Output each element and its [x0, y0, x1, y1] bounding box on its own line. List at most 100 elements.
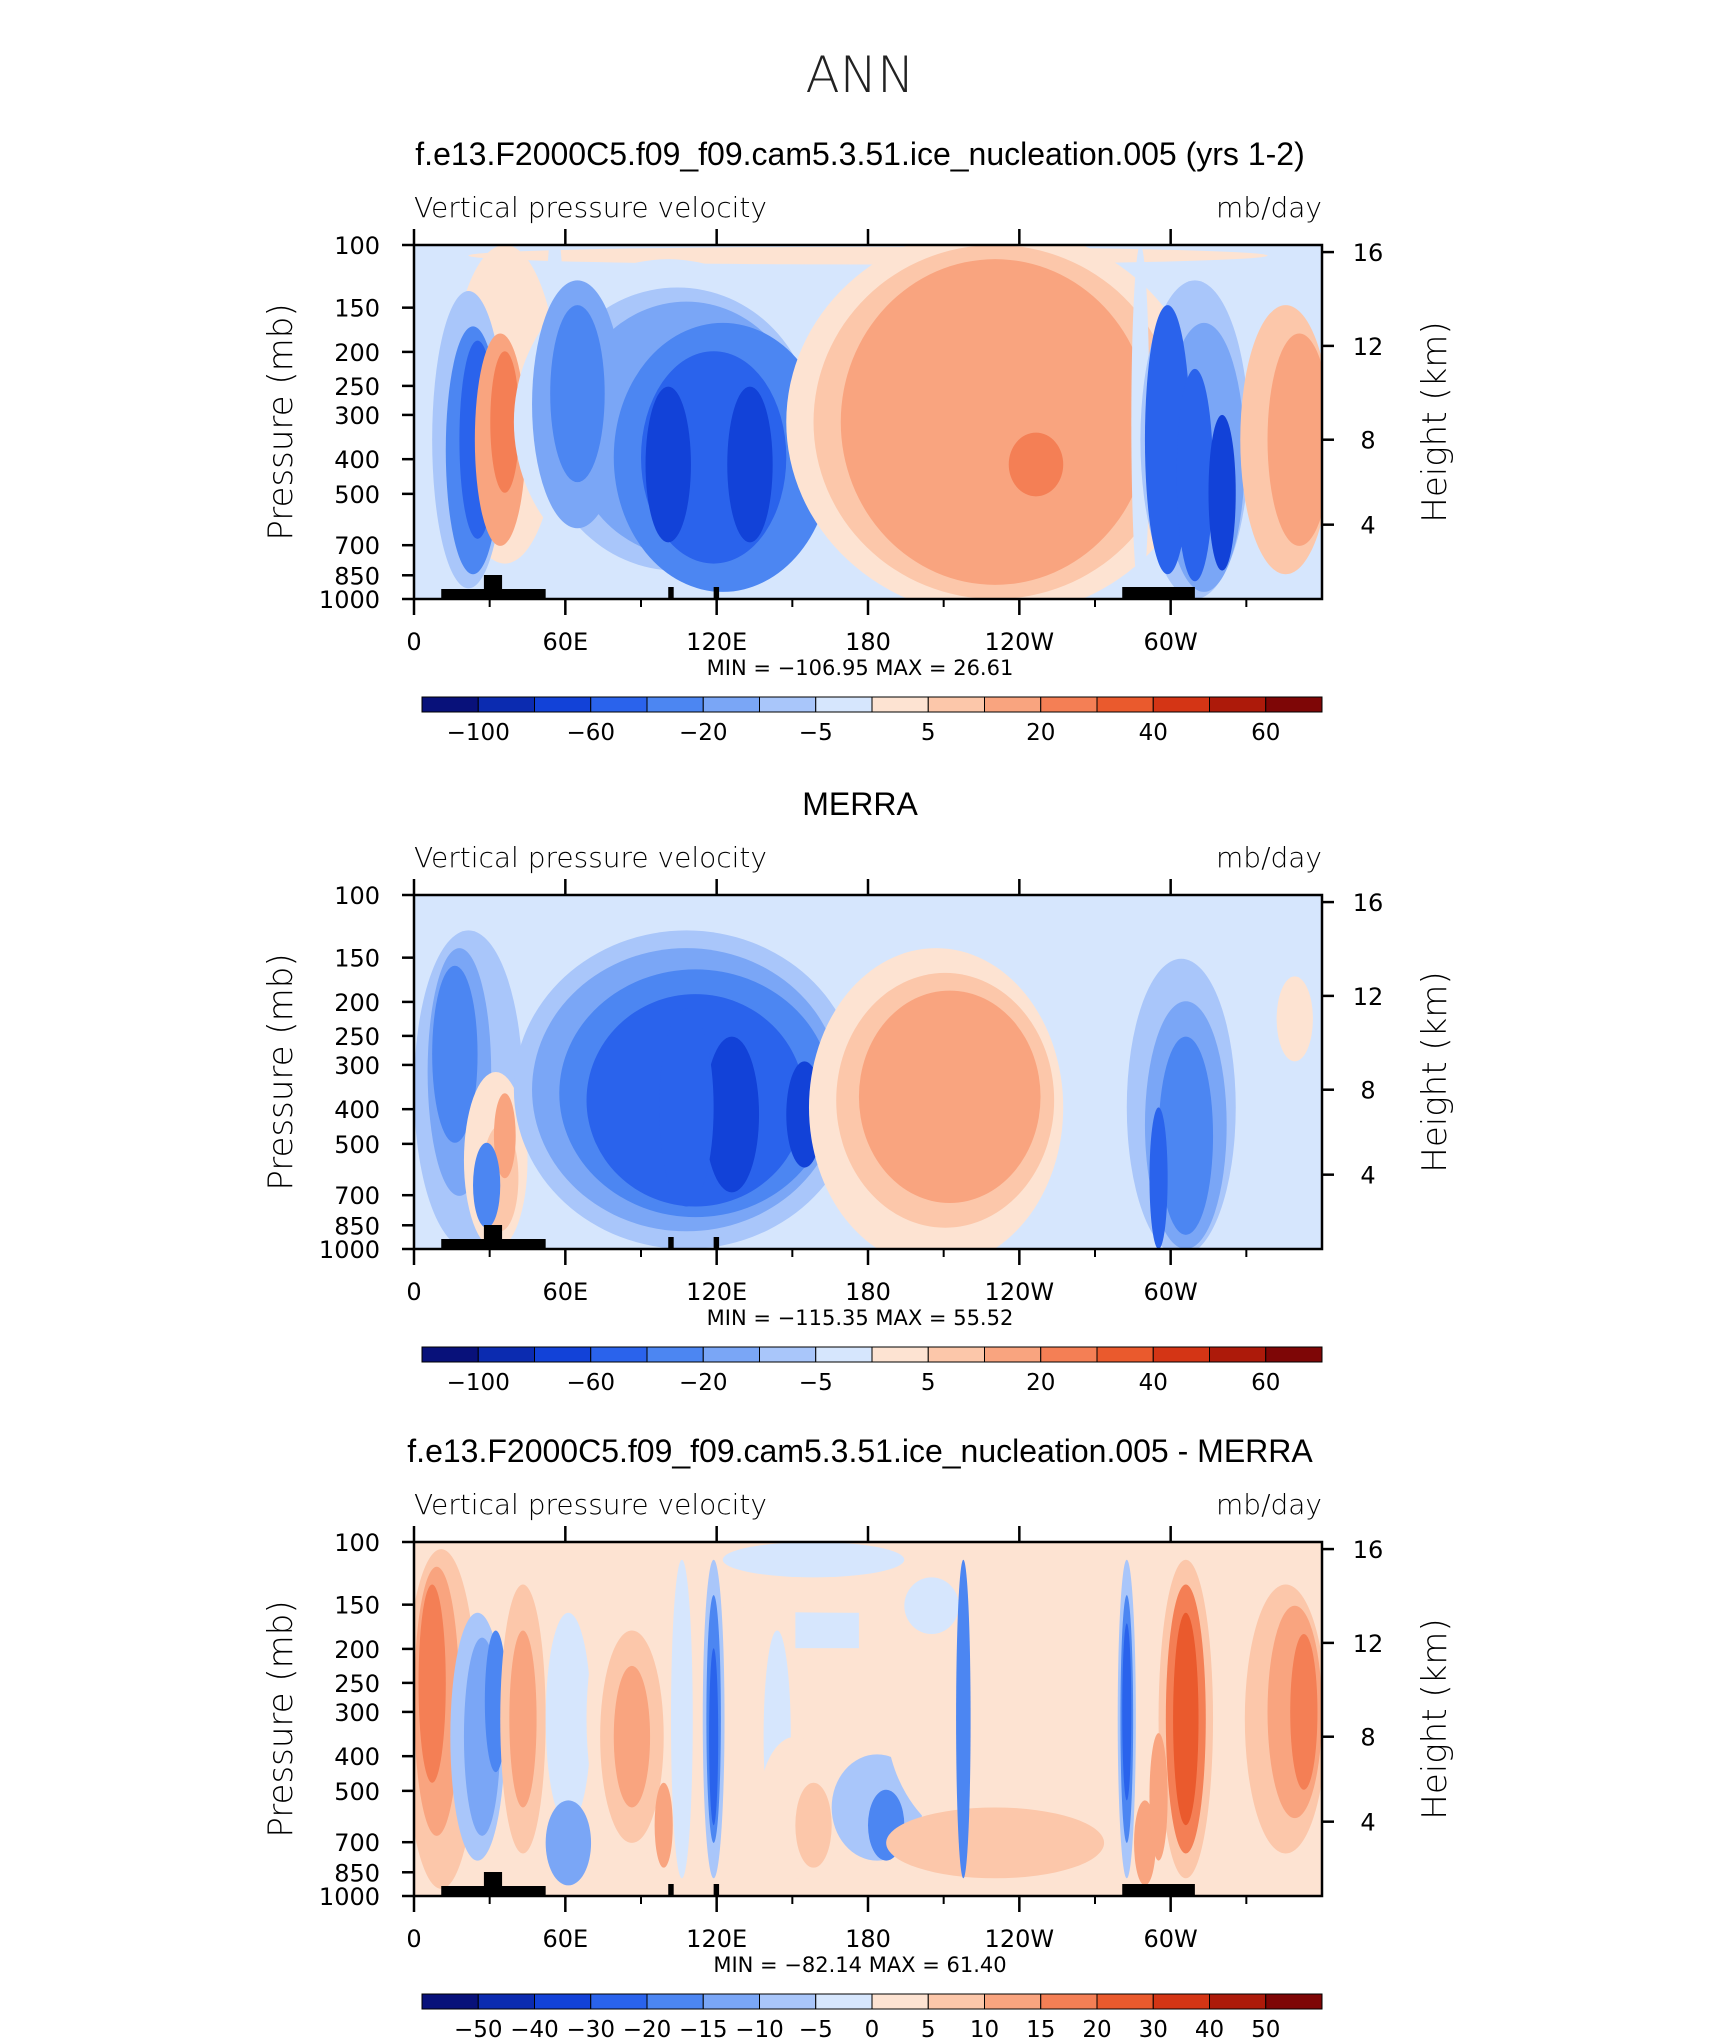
x-tick-label: 0: [406, 628, 421, 656]
y-axis-label: Pressure (mb): [261, 953, 301, 1190]
colorbar-swatch: [646, 696, 704, 713]
colorbar-swatch: [871, 696, 929, 713]
variable-label: Vertical pressure velocity: [414, 191, 767, 224]
colorbar: −50 −40 −30 −20 −15 −10 −5 0 5 10 15 20 30 40 50: [421, 1993, 1323, 2038]
y-tick-label: 500: [334, 1131, 380, 1159]
colorbar-label: 60: [1251, 720, 1280, 746]
colorbar-swatch: [984, 696, 1042, 713]
y-tick-label: 1000: [319, 586, 380, 614]
colorbar-label: −100: [447, 720, 510, 746]
x-tick-label: 60W: [1144, 1925, 1198, 1953]
y2-tick-label: 4: [1360, 1809, 1375, 1837]
contour-region-23: [1158, 1036, 1214, 1235]
x-tick-label: 120E: [686, 1925, 747, 1953]
colorbar-swatch: [1209, 1993, 1267, 2010]
colorbar-label: 10: [970, 2017, 999, 2038]
colorbar-label: 15: [1026, 2017, 1055, 2038]
y-tick-label: 200: [334, 1636, 380, 1664]
contour-region-12: [545, 1800, 592, 1886]
y-tick-label: 250: [334, 373, 380, 401]
contour-region-19: [858, 990, 1041, 1203]
x-tick-label: 60E: [542, 1278, 588, 1306]
y2-tick-label: 8: [1360, 1724, 1375, 1752]
topography-south-america: [1122, 1884, 1195, 1896]
colorbar-swatch: [927, 1346, 985, 1363]
contour-region-5: [432, 965, 478, 1143]
y2-axis-label: Height (km): [1415, 971, 1455, 1172]
contour-region-24: [1149, 1107, 1168, 1249]
colorbar-swatch: [590, 1346, 648, 1363]
colorbar-swatch: [815, 1993, 873, 2010]
colorbar-label: −5: [799, 1370, 833, 1396]
y2-tick-label: 16: [1353, 239, 1384, 267]
colorbar-swatch: [759, 696, 817, 713]
contour-region-17: [645, 386, 691, 543]
colorbar-label: 5: [921, 1370, 936, 1396]
colorbar-swatch: [590, 696, 648, 713]
y-tick-label: 150: [334, 295, 380, 323]
colorbar-swatch: [927, 1993, 985, 2010]
min-max-stats: MIN = −115.35 MAX = 55.52: [707, 1306, 1014, 1330]
contour-field: [414, 895, 1322, 1249]
colorbar-swatch: [927, 696, 985, 713]
contour-region-2: [722, 1542, 905, 1578]
colorbar-label: −60: [566, 720, 615, 746]
colorbar-swatch: [477, 1993, 535, 2010]
colorbar-label: 20: [1026, 720, 1055, 746]
y-tick-label: 300: [334, 1699, 380, 1727]
contour-region-5: [418, 1584, 446, 1783]
colorbar-swatch: [1152, 696, 1210, 713]
colorbar-swatch: [815, 696, 873, 713]
y2-tick-label: 8: [1360, 1077, 1375, 1105]
y-tick-label: 500: [334, 1778, 380, 1806]
panel-1: f.e13.F2000C5.f09_f09.cam5.3.51.ice_nucl…: [261, 136, 1455, 746]
colorbar-swatch: [702, 1346, 760, 1363]
y-tick-label: 400: [334, 1743, 380, 1771]
colorbar-label: 20: [1026, 1370, 1055, 1396]
colorbar-swatch: [1209, 696, 1267, 713]
colorbar-swatch: [1096, 1346, 1154, 1363]
topography-island-2: [713, 1237, 720, 1249]
x-tick-label: 60E: [542, 628, 588, 656]
contour-region-41: [1290, 1634, 1318, 1790]
colorbar-label: 40: [1195, 2017, 1224, 2038]
y2-tick-label: 16: [1353, 889, 1384, 917]
y2-tick-label: 16: [1353, 1536, 1384, 1564]
panel-title: f.e13.F2000C5.f09_f09.cam5.3.51.ice_nucl…: [407, 1433, 1313, 1469]
y-tick-label: 100: [334, 232, 380, 260]
y-tick-label: 250: [334, 1023, 380, 1051]
main-title: ANN: [805, 46, 914, 104]
colorbar: −100 −60 −20 −5 5 20 40 60: [421, 1346, 1323, 1396]
x-tick-label: 120W: [985, 1925, 1055, 1953]
units-label: mb/day: [1216, 191, 1322, 224]
contour-field: [414, 1542, 1322, 1896]
colorbar-swatch: [646, 1993, 704, 2010]
colorbar-swatch: [1040, 1993, 1098, 2010]
colorbar-swatch: [984, 1346, 1042, 1363]
colorbar-swatch: [702, 1993, 760, 2010]
y-tick-label: 850: [334, 1212, 380, 1240]
contour-region-30: [1267, 333, 1322, 546]
colorbar-swatch: [1040, 1346, 1098, 1363]
contour-region-17: [654, 1782, 673, 1868]
colorbar-swatch: [1265, 1346, 1323, 1363]
x-tick-label: 60E: [542, 1925, 588, 1953]
colorbar-swatch: [534, 1346, 592, 1363]
colorbar-label: −50: [454, 2017, 503, 2038]
contour-region-9: [473, 1142, 501, 1228]
contour-region-9: [490, 351, 520, 493]
colorbar-swatch: [871, 1346, 929, 1363]
colorbar-label: −40: [510, 2017, 559, 2038]
contour-region-16: [670, 1559, 693, 1879]
topography-island-1: [668, 1237, 674, 1249]
colorbar-label: 0: [865, 2017, 880, 2038]
colorbar-label: −5: [799, 720, 833, 746]
y2-tick-label: 12: [1353, 333, 1384, 361]
colorbar-label: 40: [1139, 1370, 1168, 1396]
contour-region-11: [545, 1612, 592, 1826]
topography-island-1: [668, 587, 674, 599]
y-tick-label: 700: [334, 1182, 380, 1210]
contour-region-15: [613, 1665, 651, 1808]
colorbar-label: 40: [1139, 720, 1168, 746]
